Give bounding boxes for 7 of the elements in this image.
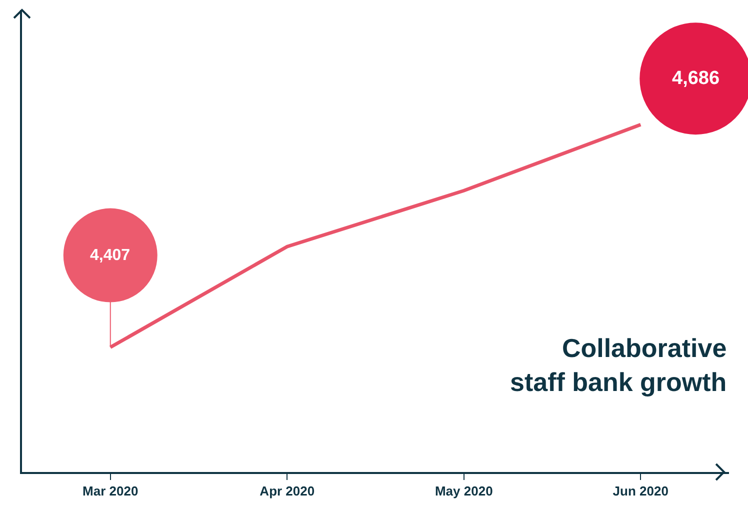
x-tick-label: Apr 2020 bbox=[260, 484, 315, 499]
annotation: 4,686 bbox=[672, 68, 720, 89]
x-tick-label: May 2020 bbox=[434, 484, 493, 499]
text: Collaborative staff bank growth bbox=[510, 333, 727, 397]
annotation: 4,407 bbox=[90, 247, 130, 264]
x-tick-label: Jun 2020 bbox=[612, 484, 668, 499]
x-tick-label: Mar 2020 bbox=[82, 484, 138, 499]
